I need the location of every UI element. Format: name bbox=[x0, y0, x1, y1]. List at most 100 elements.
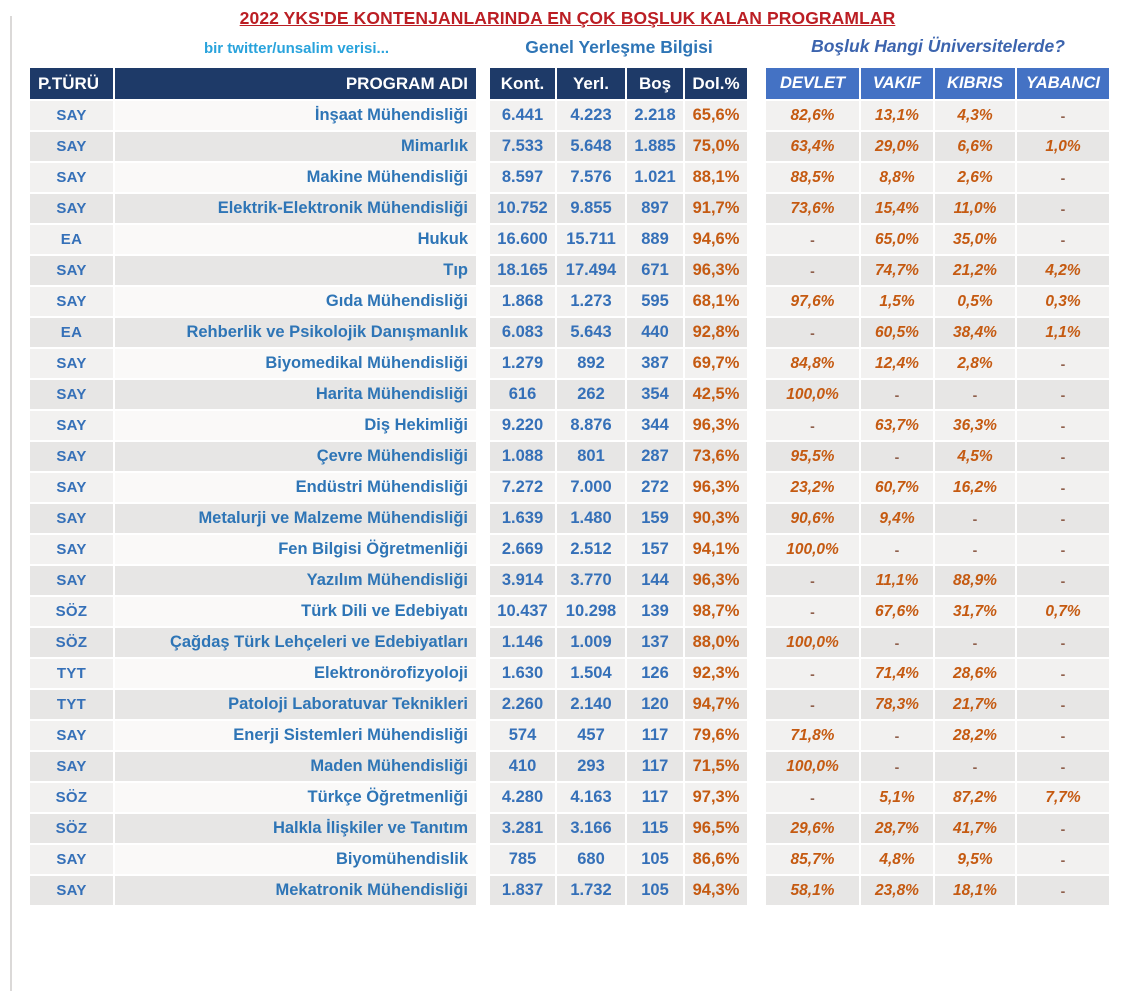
cell-yabanci-pct: - bbox=[1016, 751, 1111, 783]
cell-kont: 1.146 bbox=[490, 627, 557, 659]
cell-dol-pct: 97,3% bbox=[684, 782, 749, 814]
programs-table: P.TÜRÜ PROGRAM ADI Kont. Yerl. Boş Dol.%… bbox=[30, 68, 1111, 907]
cell-program-name: Yazılım Mühendisliği bbox=[114, 565, 478, 597]
table-gap bbox=[748, 534, 766, 565]
table-gap bbox=[748, 68, 766, 100]
cell-vakif-pct: 15,4% bbox=[860, 193, 935, 225]
cell-program-type: SAY bbox=[30, 565, 115, 597]
cell-yerl: 5.643 bbox=[556, 317, 627, 349]
cell-bos: 117 bbox=[626, 751, 685, 783]
cell-yabanci-pct: - bbox=[1016, 565, 1111, 597]
cell-program-type: SÖZ bbox=[30, 627, 115, 659]
cell-vakif-pct: - bbox=[860, 441, 935, 473]
cell-dol-pct: 90,3% bbox=[684, 503, 749, 535]
cell-kibris-pct: 35,0% bbox=[934, 224, 1017, 256]
cell-program-name: Mekatronik Mühendisliği bbox=[114, 875, 478, 907]
cell-program-type: TYT bbox=[30, 689, 115, 721]
cell-kont: 6.441 bbox=[490, 100, 557, 132]
cell-bos: 671 bbox=[626, 255, 685, 287]
cell-yabanci-pct: 0,7% bbox=[1016, 596, 1111, 628]
table-row: SAY Elektrik-Elektronik Mühendisliği 10.… bbox=[30, 193, 1111, 225]
cell-vakif-pct: 8,8% bbox=[860, 162, 935, 194]
cell-devlet-pct: 100,0% bbox=[766, 534, 861, 566]
table-gap bbox=[477, 441, 490, 472]
cell-kibris-pct: 36,3% bbox=[934, 410, 1017, 442]
cell-dol-pct: 96,3% bbox=[684, 255, 749, 287]
cell-kibris-pct: - bbox=[934, 379, 1017, 411]
cell-yerl: 1.480 bbox=[556, 503, 627, 535]
cell-yabanci-pct: - bbox=[1016, 534, 1111, 566]
cell-yerl: 1.732 bbox=[556, 875, 627, 907]
col-header-vakif: VAKIF bbox=[860, 68, 935, 101]
cell-kont: 18.165 bbox=[490, 255, 557, 287]
table-row: SAY Mekatronik Mühendisliği 1.837 1.732 … bbox=[30, 875, 1111, 907]
cell-kibris-pct: - bbox=[934, 503, 1017, 535]
cell-program-type: SÖZ bbox=[30, 596, 115, 628]
table-gap bbox=[477, 410, 490, 441]
table-gap bbox=[477, 720, 490, 751]
table-header: P.TÜRÜ PROGRAM ADI Kont. Yerl. Boş Dol.%… bbox=[30, 68, 1111, 101]
cell-dol-pct: 69,7% bbox=[684, 348, 749, 380]
header-row: P.TÜRÜ PROGRAM ADI Kont. Yerl. Boş Dol.%… bbox=[30, 68, 1111, 101]
cell-devlet-pct: 58,1% bbox=[766, 875, 861, 907]
cell-yerl: 801 bbox=[556, 441, 627, 473]
cell-program-type: SAY bbox=[30, 286, 115, 318]
cell-bos: 137 bbox=[626, 627, 685, 659]
table-row: SAY Metalurji ve Malzeme Mühendisliği 1.… bbox=[30, 503, 1111, 535]
table-gap bbox=[748, 720, 766, 751]
cell-devlet-pct: - bbox=[766, 317, 861, 349]
cell-yabanci-pct: - bbox=[1016, 720, 1111, 752]
cell-kont: 16.600 bbox=[490, 224, 557, 256]
table-gap bbox=[748, 813, 766, 844]
table-row: TYT Patoloji Laboratuvar Teknikleri 2.26… bbox=[30, 689, 1111, 721]
section-header-general: Genel Yerleşme Bilgisi bbox=[525, 37, 713, 57]
cell-yabanci-pct: - bbox=[1016, 875, 1111, 907]
table-gap bbox=[748, 193, 766, 224]
cell-yabanci-pct: - bbox=[1016, 503, 1111, 535]
cell-kibris-pct: - bbox=[934, 627, 1017, 659]
table-gap bbox=[748, 565, 766, 596]
cell-dol-pct: 92,3% bbox=[684, 658, 749, 690]
cell-vakif-pct: 4,8% bbox=[860, 844, 935, 876]
cell-program-type: SAY bbox=[30, 379, 115, 411]
cell-bos: 2.218 bbox=[626, 100, 685, 132]
cell-program-name: Diş Hekimliği bbox=[114, 410, 478, 442]
cell-dol-pct: 94,7% bbox=[684, 689, 749, 721]
cell-kibris-pct: 4,3% bbox=[934, 100, 1017, 132]
cell-yerl: 457 bbox=[556, 720, 627, 752]
cell-vakif-pct: 67,6% bbox=[860, 596, 935, 628]
cell-program-type: SAY bbox=[30, 875, 115, 907]
table-row: SÖZ Çağdaş Türk Lehçeleri ve Edebiyatlar… bbox=[30, 627, 1111, 659]
table-row: SÖZ Halkla İlişkiler ve Tanıtım 3.281 3.… bbox=[30, 813, 1111, 845]
cell-vakif-pct: 29,0% bbox=[860, 131, 935, 163]
table-gap bbox=[477, 689, 490, 720]
cell-vakif-pct: 60,7% bbox=[860, 472, 935, 504]
cell-vakif-pct: - bbox=[860, 751, 935, 783]
cell-kont: 6.083 bbox=[490, 317, 557, 349]
cell-program-type: SAY bbox=[30, 844, 115, 876]
cell-devlet-pct: 97,6% bbox=[766, 286, 861, 318]
cell-devlet-pct: 85,7% bbox=[766, 844, 861, 876]
cell-devlet-pct: 100,0% bbox=[766, 751, 861, 783]
table-gap bbox=[477, 317, 490, 348]
cell-bos: 157 bbox=[626, 534, 685, 566]
cell-dol-pct: 71,5% bbox=[684, 751, 749, 783]
cell-bos: 1.021 bbox=[626, 162, 685, 194]
table-gap bbox=[748, 844, 766, 875]
cell-bos: 144 bbox=[626, 565, 685, 597]
cell-devlet-pct: 90,6% bbox=[766, 503, 861, 535]
table-gap bbox=[477, 503, 490, 534]
cell-kibris-pct: - bbox=[934, 534, 1017, 566]
table-row: SAY Diş Hekimliği 9.220 8.876 344 96,3% … bbox=[30, 410, 1111, 442]
cell-program-name: Hukuk bbox=[114, 224, 478, 256]
cell-yerl: 7.000 bbox=[556, 472, 627, 504]
cell-dol-pct: 98,7% bbox=[684, 596, 749, 628]
cell-vakif-pct: 60,5% bbox=[860, 317, 935, 349]
source-note: bir twitter/unsalim verisi... bbox=[203, 40, 390, 57]
col-header-yabanci: YABANCI bbox=[1016, 68, 1111, 101]
cell-yabanci-pct: - bbox=[1016, 472, 1111, 504]
cell-yabanci-pct: - bbox=[1016, 658, 1111, 690]
cell-program-name: Biyomühendislik bbox=[114, 844, 478, 876]
cell-program-type: SAY bbox=[30, 193, 115, 225]
